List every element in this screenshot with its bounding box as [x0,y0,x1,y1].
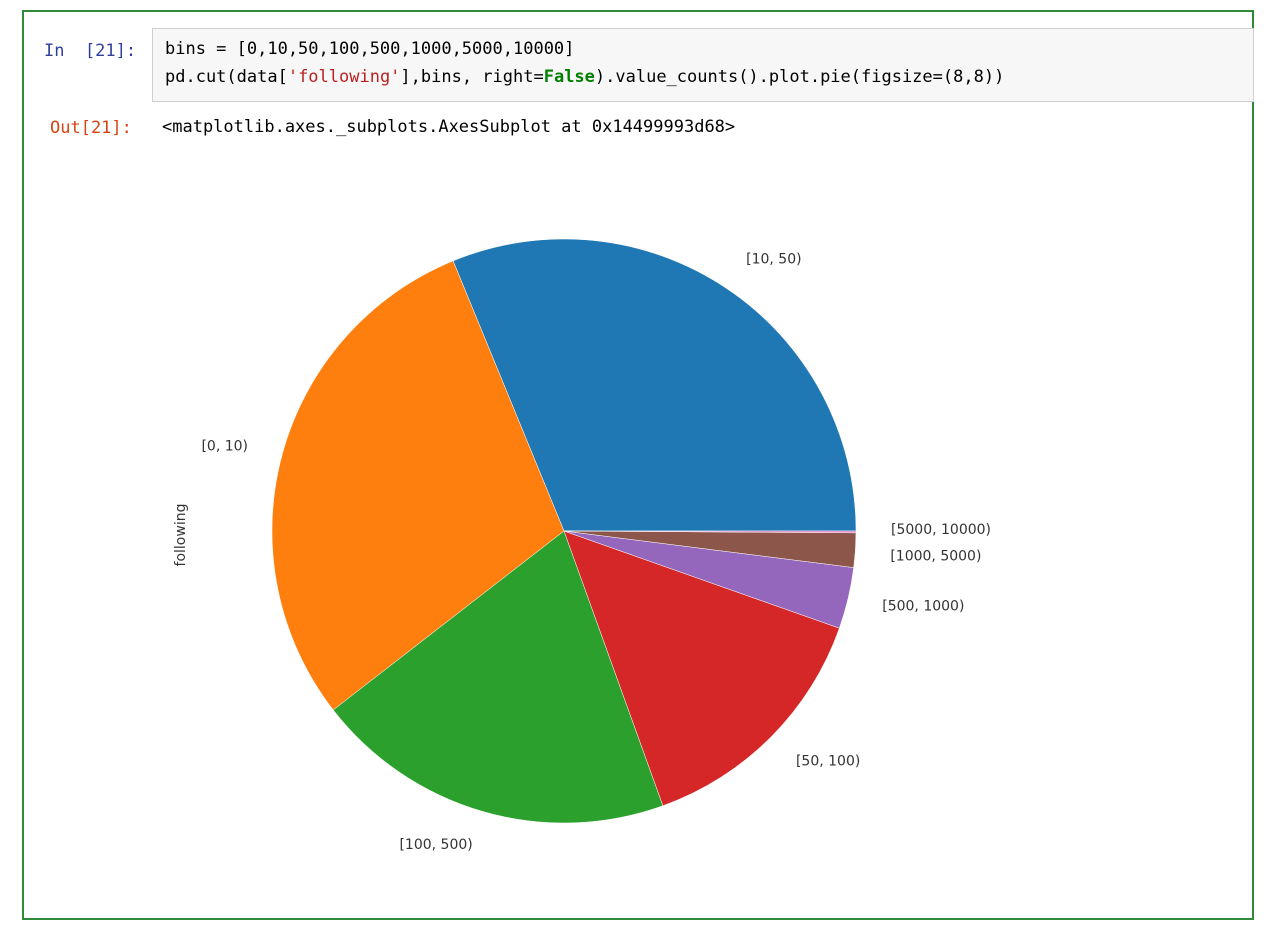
code-string: 'following' [287,67,401,87]
y-axis-label: following [173,504,189,567]
output-prompt: Out[21]: [50,118,132,138]
pie-slice-label: [100, 500) [399,837,472,853]
pie-slice-label: [10, 50) [746,251,801,267]
pie-slice-label: [1000, 5000) [890,549,981,565]
pie-slice-label: [50, 100) [796,754,860,770]
code-segment: ],bins, right= [400,67,544,87]
pie-slice-label: [5000, 10000) [891,522,991,538]
pie-slice [271,260,565,711]
code-input-area[interactable]: bins = [0,10,50,100,500,1000,5000,10000]… [152,28,1254,102]
code-segment: ).value_counts().plot.pie(figsize=(8,8)) [594,67,1005,87]
pie-slice-label: [500, 1000) [882,598,964,614]
code-keyword: False [543,67,595,87]
code-line-2: pd.cut(data['following'],bins, right=Fal… [165,67,1004,87]
pie-slice-label: [0, 10) [201,439,248,455]
output-text: <matplotlib.axes._subplots.AxesSubplot a… [162,117,736,137]
input-prompt: In [21]: [44,41,137,61]
code-line-1: bins = [0,10,50,100,500,1000,5000,10000] [165,39,575,59]
pie-slice [563,530,840,807]
code-segment: pd.cut(data[ [165,67,288,87]
pie-slice [452,238,857,532]
pie-slice [563,530,857,534]
pie-slice [332,530,664,824]
